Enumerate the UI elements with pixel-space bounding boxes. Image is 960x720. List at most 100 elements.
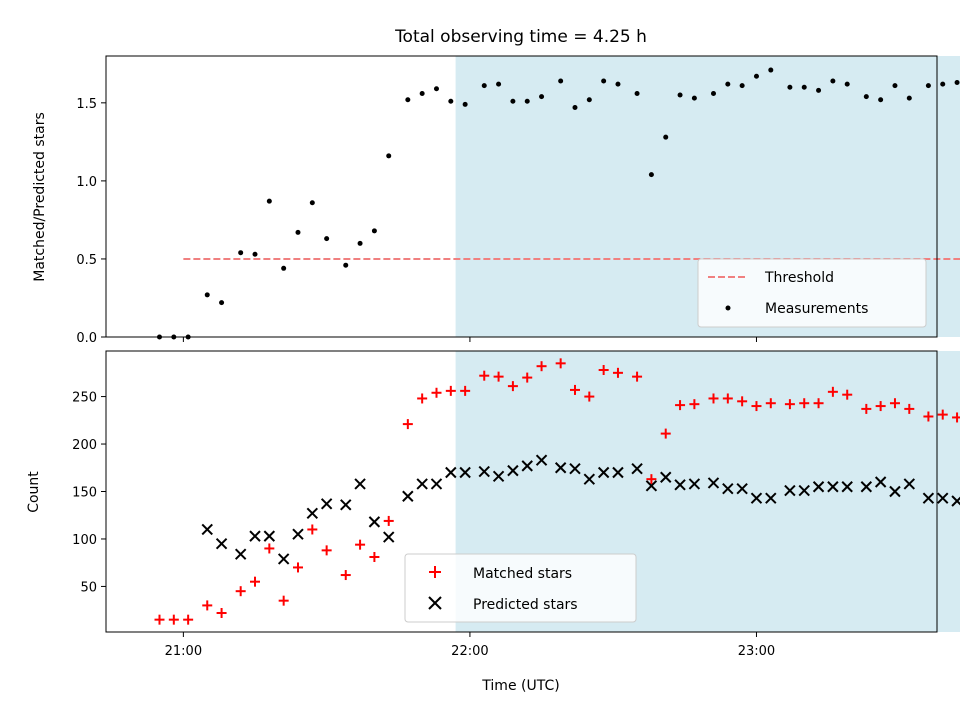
measurement-point [572,105,578,111]
matched-star-point [216,608,227,619]
bottom-y-ticks: 50 100 150 200 250 [72,391,106,595]
top-x-ticks [182,337,757,342]
matched-star-point [813,398,824,409]
matched-star-point [827,386,838,397]
predicted-star-point [402,490,414,502]
predicted-star-point [277,553,290,565]
matched-star-point [598,364,609,375]
measurement-point [816,87,822,93]
matched-star-point [479,370,490,381]
top-legend: Threshold Measurements [697,258,927,328]
top-y-axis-label: Matched/Predicted stars [32,112,48,282]
matched-star-point [923,411,934,422]
predicted-star-point [554,462,567,474]
predicted-star-point [507,464,519,477]
legend-matched-label: Matched stars [473,566,572,582]
matched-star-point [507,381,518,392]
y-tick-label: 100 [72,533,97,548]
measurement-point [768,67,774,73]
matched-star-point [355,539,366,550]
measurement-point [433,86,439,92]
matched-star-point [250,576,261,587]
measurement-point [648,172,654,178]
matched-star-point [555,358,566,369]
matched-star-point [722,393,733,404]
predicted-star-point [722,482,734,495]
y-tick-label: 50 [80,580,97,595]
predicted-star-point [340,499,352,511]
predicted-star-point [215,538,228,550]
measurement-point [710,90,716,96]
matched-star-point [383,515,394,526]
predicted-star-point [263,530,276,542]
predicted-star-point [812,481,825,493]
predicted-star-point [798,484,810,497]
measurement-point [558,78,564,84]
predicted-star-point [688,478,701,490]
matched-star-point [278,595,289,606]
matched-star-point [569,384,580,395]
predicted-star-point [903,478,916,490]
legend-predicted-label: Predicted stars [473,597,578,613]
matched-star-point [264,543,275,554]
predicted-star-point [416,478,428,490]
y-tick-label: 200 [72,438,97,453]
matched-star-point [765,398,776,409]
predicted-star-point [889,485,901,498]
y-tick-label: 150 [72,486,97,501]
predicted-star-point [478,465,490,478]
measurement-point [906,95,912,101]
measurement-point [357,240,363,246]
matched-star-point [612,367,623,378]
matched-star-point [675,400,686,411]
predicted-star-point [707,477,720,489]
measurement-point [892,83,898,89]
x-tick-label: 21:00 [165,644,202,659]
predicted-star-point [430,478,443,490]
matched-star-point [168,614,179,625]
bottom-legend-box [404,553,637,623]
matched-star-point [431,387,442,398]
matched-star-point [646,474,657,485]
measurement-point [419,90,425,96]
predicted-star-point [597,466,610,479]
measurement-point [830,78,836,84]
matched-star-point [417,393,428,404]
matched-star-point [861,403,872,414]
measurement-point [386,153,392,159]
matched-star-point [307,524,318,535]
measurement-point [343,262,349,268]
predicted-star-point [492,470,505,483]
predicted-star-point [583,473,596,485]
legend-measurements-label: Measurements [765,301,868,317]
measurement-point [204,292,210,298]
measurement-points [156,67,960,340]
matched-star-point [889,398,900,409]
predicted-stars-points [201,454,960,565]
measurement-point [677,92,683,98]
measurement-point [615,81,621,87]
measurement-point [878,97,884,103]
legend-predicted-swatch [428,596,442,610]
predicted-star-point [368,516,381,528]
measurement-point [539,94,545,100]
matched-star-point [202,600,213,611]
matched-star-point [369,552,380,563]
matched-star-point [904,403,915,414]
predicted-star-point [383,531,395,543]
predicted-star-point [750,492,763,504]
matched-star-point [235,586,246,597]
x-tick-label: 23:00 [738,644,775,659]
measurement-point [753,73,759,79]
predicted-star-point [860,481,873,493]
predicted-star-point [674,479,686,491]
measurement-point [252,251,258,257]
predicted-star-point [201,523,213,536]
predicted-star-point [645,480,658,492]
measurement-point [801,84,807,90]
matched-star-point [292,562,303,573]
measurement-point [496,81,502,87]
predicted-star-point [922,492,935,504]
measurement-point [586,97,592,103]
